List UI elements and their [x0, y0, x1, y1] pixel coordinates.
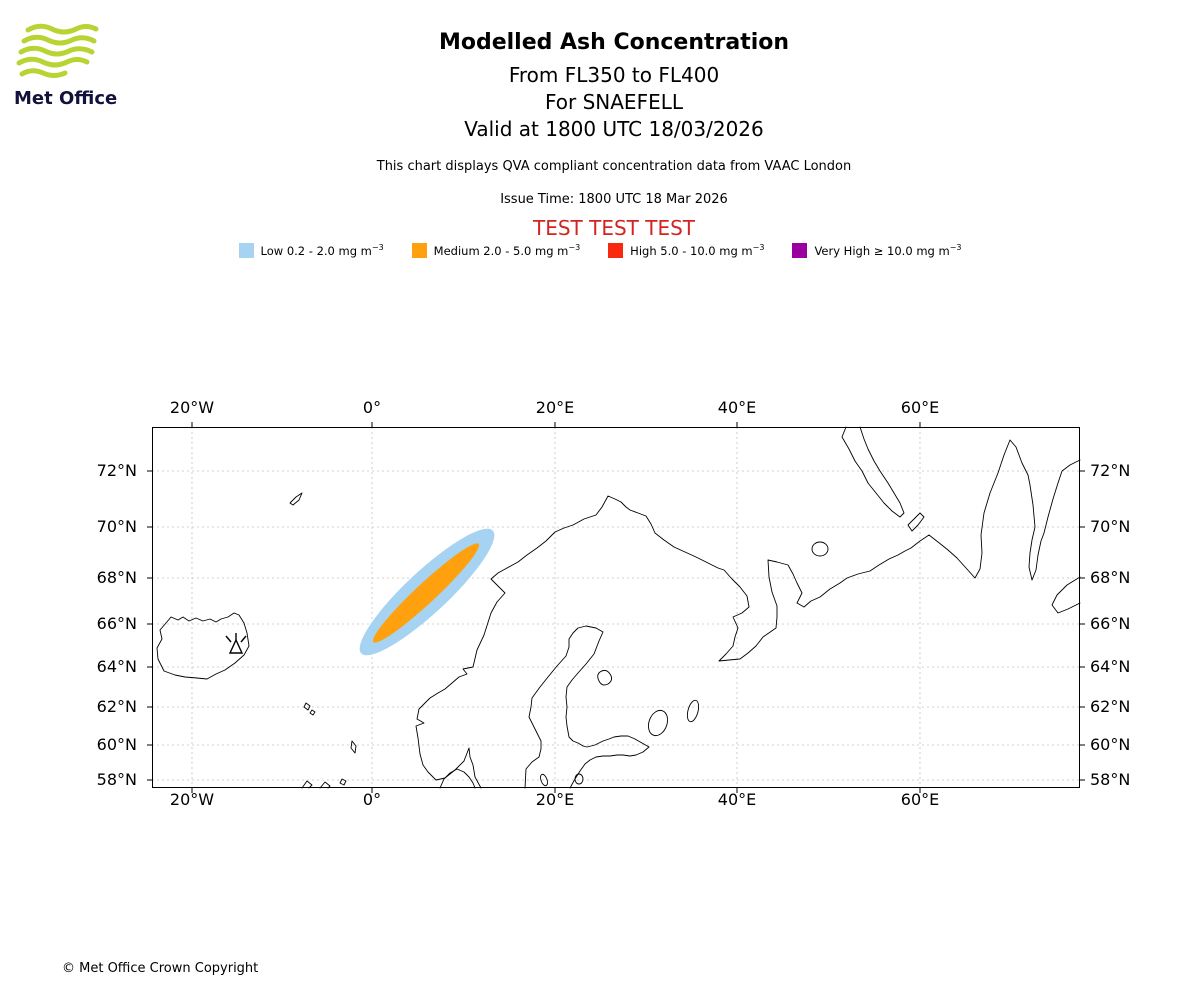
qva-description: This chart displays QVA compliant concen… [376, 159, 852, 174]
ytick-left-58n: 58°N [96, 770, 137, 789]
test-banner: TEST TEST TEST [532, 216, 695, 240]
xtick-top-40e: 40°E [717, 398, 757, 417]
xtick-bottom-0: 0° [362, 790, 382, 809]
volcano-marker [225, 633, 247, 654]
ytick-right-66n: 66°N [1090, 614, 1131, 633]
legend-item-very-high: Very High ≥ 10.0 mg m−3 [792, 243, 961, 258]
map-canvas [147, 422, 1085, 793]
xtick-bottom-20e: 20°E [535, 790, 575, 809]
xtick-top-0: 0° [362, 398, 382, 417]
ytick-right-72n: 72°N [1090, 461, 1131, 480]
legend-swatch-low [238, 243, 254, 258]
met-office-logo-waves [16, 23, 99, 78]
met-office-logo: Met Office [14, 22, 134, 109]
ytick-right-64n: 64°N [1090, 657, 1131, 676]
ytick-left-70n: 70°N [96, 517, 137, 536]
ytick-right-60n: 60°N [1090, 735, 1131, 754]
legend-label-high: High 5.0 - 10.0 mg m−3 [630, 243, 765, 258]
axis-ticks [147, 422, 1085, 793]
legend-swatch-very-high [792, 243, 808, 258]
copyright-notice: © Met Office Crown Copyright [62, 961, 259, 976]
flight-level-subtitle: From FL350 to FL400 [508, 63, 720, 87]
page-title: Modelled Ash Concentration [438, 30, 790, 55]
ytick-left-62n: 62°N [96, 697, 137, 716]
map-gridlines [152, 427, 1080, 788]
ytick-right-58n: 58°N [1090, 770, 1131, 789]
issue-time: Issue Time: 1800 UTC 18 Mar 2026 [500, 192, 728, 207]
legend-label-medium: Medium 2.0 - 5.0 mg m−3 [433, 243, 581, 258]
legend-item-high: High 5.0 - 10.0 mg m−3 [608, 243, 764, 258]
xtick-top-20e: 20°E [535, 398, 575, 417]
valid-time-subtitle: Valid at 1800 UTC 18/03/2026 [464, 117, 764, 141]
legend-label-low: Low 0.2 - 2.0 mg m−3 [260, 243, 384, 258]
ytick-right-62n: 62°N [1090, 697, 1131, 716]
legend-label-very-high: Very High ≥ 10.0 mg m−3 [814, 243, 962, 258]
ash-plume-medium [372, 543, 480, 643]
volcano-subtitle: For SNAEFELL [544, 90, 683, 114]
xtick-bottom-40e: 40°E [717, 790, 757, 809]
ytick-left-72n: 72°N [96, 461, 137, 480]
legend-swatch-medium [411, 243, 427, 258]
ytick-right-70n: 70°N [1090, 517, 1131, 536]
map-area [147, 422, 1085, 793]
coastlines [156, 426, 1081, 789]
ytick-left-60n: 60°N [96, 735, 137, 754]
xtick-top-60e: 60°E [900, 398, 940, 417]
met-office-logo-text: Met Office [14, 88, 118, 109]
legend-item-medium: Medium 2.0 - 5.0 mg m−3 [411, 243, 581, 258]
legend-item-low: Low 0.2 - 2.0 mg m−3 [238, 243, 384, 258]
legend: Low 0.2 - 2.0 mg m−3 Medium 2.0 - 5.0 mg… [0, 243, 1200, 258]
ytick-right-68n: 68°N [1090, 568, 1131, 587]
map-border [152, 427, 1080, 788]
legend-swatch-high [608, 243, 624, 258]
ytick-left-64n: 64°N [96, 657, 137, 676]
ytick-left-66n: 66°N [96, 614, 137, 633]
ytick-left-68n: 68°N [96, 568, 137, 587]
ash-plume [359, 528, 495, 656]
xtick-top-20w: 20°W [169, 398, 215, 417]
xtick-bottom-60e: 60°E [900, 790, 940, 809]
xtick-bottom-20w: 20°W [169, 790, 215, 809]
